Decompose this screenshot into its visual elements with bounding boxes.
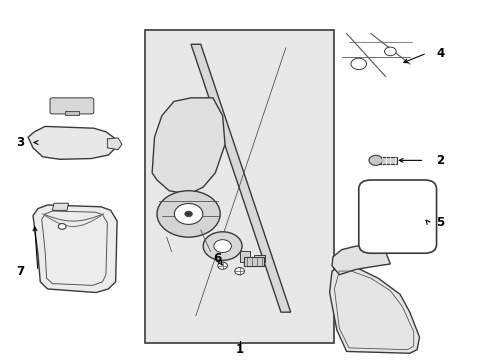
Text: 1: 1 [235,343,243,356]
Text: 2: 2 [436,154,444,167]
Text: 7: 7 [17,265,25,278]
Circle shape [350,58,366,69]
Polygon shape [52,203,68,210]
Polygon shape [152,98,224,194]
Bar [377,157,396,163]
Circle shape [217,262,227,269]
Bar [244,257,264,266]
Bar [64,111,79,115]
Circle shape [184,211,192,217]
Circle shape [234,267,244,275]
Text: 5: 5 [436,216,444,229]
Circle shape [157,191,220,237]
Circle shape [213,240,231,252]
Circle shape [203,232,242,260]
Circle shape [368,156,382,165]
Text: 6: 6 [213,252,222,265]
Text: 4: 4 [436,47,444,60]
FancyBboxPatch shape [358,180,436,253]
Bar [144,30,334,342]
Polygon shape [329,266,419,353]
Polygon shape [191,44,290,312]
Polygon shape [33,205,117,293]
Circle shape [174,203,203,224]
Bar [254,255,264,262]
Polygon shape [28,126,116,159]
Bar [239,251,250,262]
FancyBboxPatch shape [50,98,94,114]
Polygon shape [331,246,389,275]
Text: 3: 3 [17,136,25,149]
Polygon shape [107,138,122,150]
Circle shape [384,47,395,56]
Circle shape [58,224,66,229]
